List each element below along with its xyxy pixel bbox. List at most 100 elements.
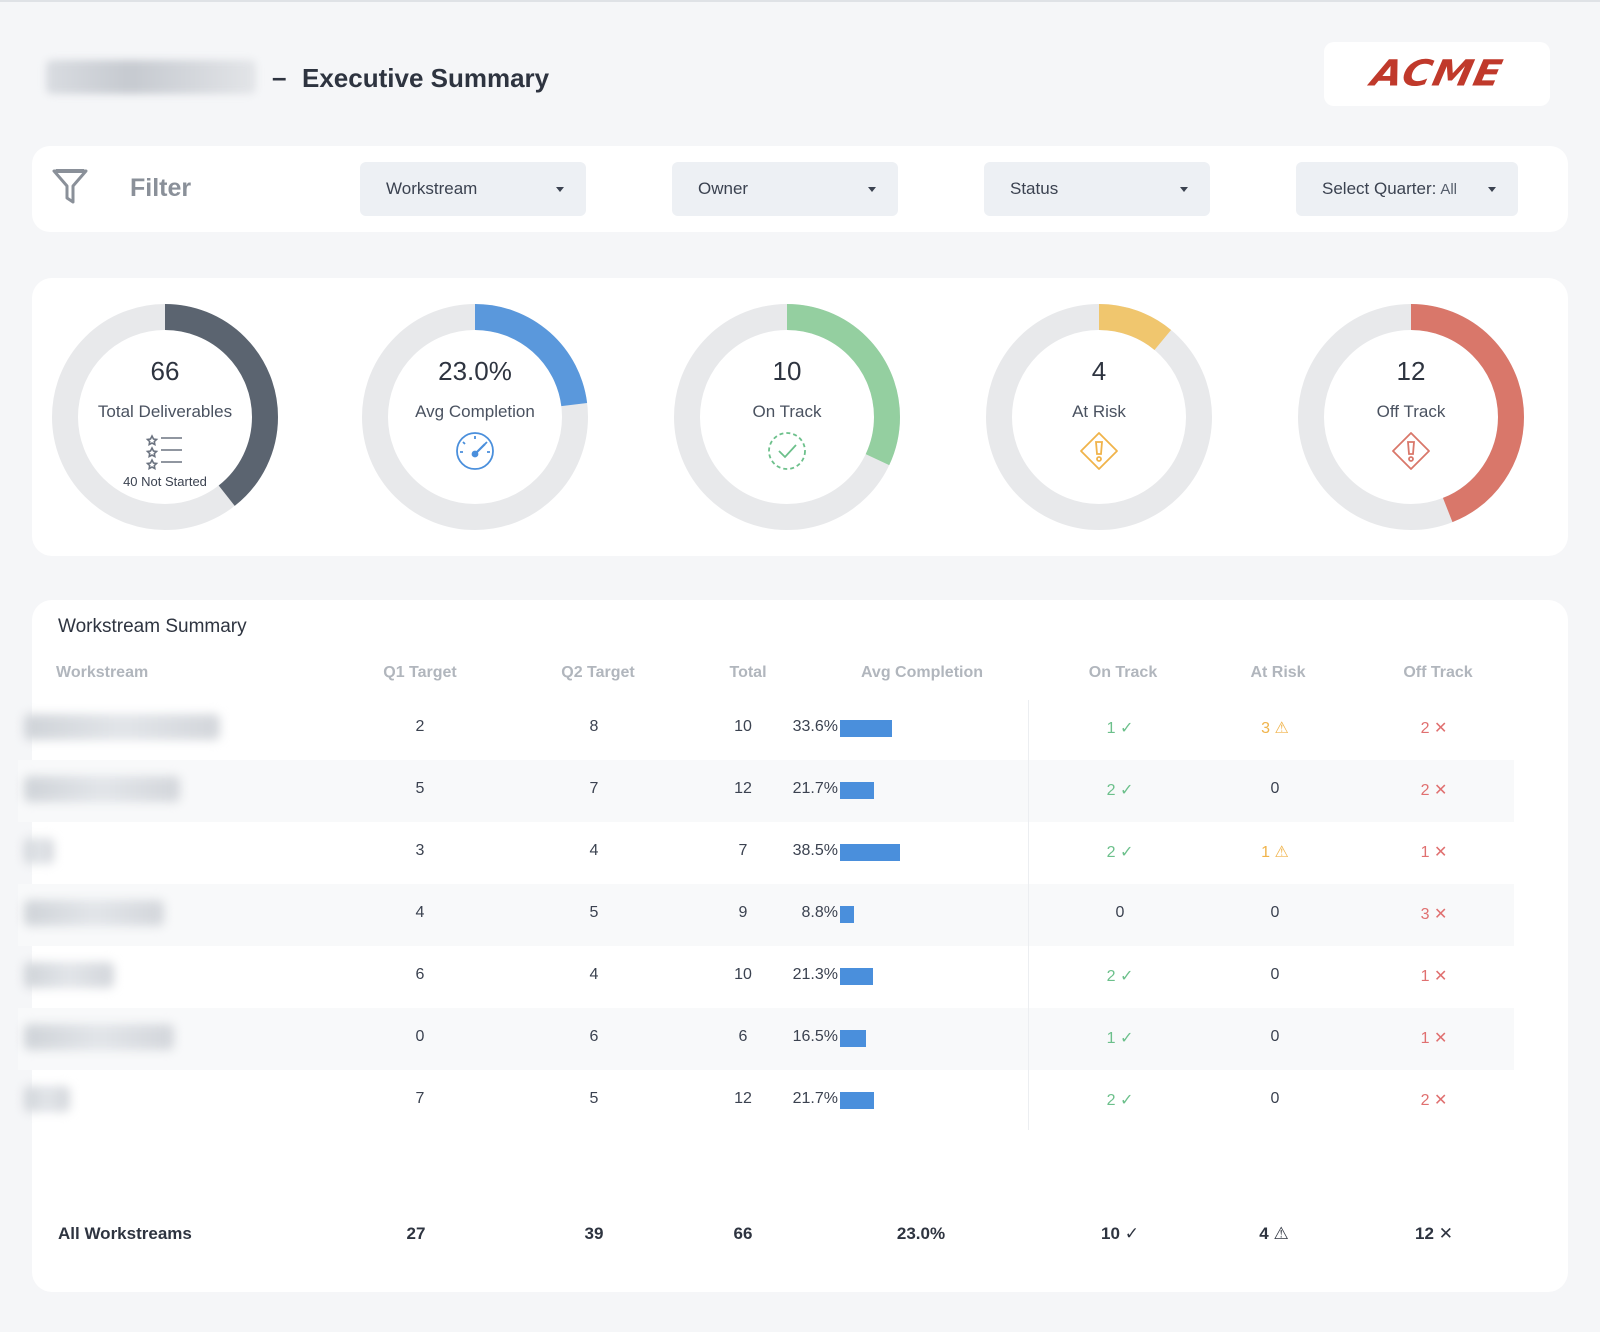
table-row[interactable]: 3 4 7 38.5% 2 ✓ 1 ⚠ 1 ✕ [18, 822, 1514, 884]
table-row[interactable]: 0 6 6 16.5% 1 ✓ 0 1 ✕ [18, 1008, 1514, 1070]
redacted-project-name [46, 60, 256, 94]
quarter-dropdown-label: Select Quarter: All [1322, 179, 1457, 198]
redacted-workstream-name [24, 1086, 70, 1112]
q2-target-cell: 4 [589, 966, 599, 983]
header-q2-target: Q2 Target [561, 664, 635, 681]
total-cell: 7 [738, 842, 748, 859]
totals-avg-completion: 23.0% [896, 1224, 946, 1243]
chevron-down-icon [556, 186, 564, 192]
kpi-value: 10 [772, 356, 802, 386]
donut-ring [1298, 304, 1524, 530]
workstream-summary-panel: Workstream Summary Workstream Q1 Target … [32, 600, 1568, 1292]
title-separator: – [272, 62, 287, 92]
at-risk-cell: 0 [1270, 904, 1280, 921]
q2-target-cell: 4 [589, 842, 599, 859]
kpi-label: At Risk [1072, 402, 1126, 421]
check-icon: ✓ [1119, 720, 1134, 737]
q1-target-cell: 0 [415, 1028, 425, 1045]
at-risk-cell: 0 [1270, 1028, 1280, 1045]
redacted-workstream-name [24, 900, 164, 926]
check-icon: ✓ [1119, 844, 1134, 861]
q1-target-cell: 5 [415, 780, 425, 797]
avg-completion-value: 21.7% [792, 780, 838, 797]
cross-icon: ✕ [1438, 1224, 1453, 1243]
totals-q2: 39 [584, 1224, 604, 1243]
avg-completion-value: 38.5% [792, 842, 838, 859]
workstream-dropdown-label: Workstream [386, 179, 478, 198]
off-track-cell: 1 ✕ [1420, 1030, 1448, 1047]
workstream-dropdown[interactable]: Workstream [360, 162, 586, 216]
warning-icon: ⚠ [1273, 1224, 1289, 1243]
avg-completion-value: 21.7% [792, 1090, 838, 1107]
redacted-workstream-name [24, 776, 180, 802]
check-icon: ✓ [1119, 1030, 1134, 1047]
cross-icon: ✕ [1433, 844, 1448, 861]
company-logo: ACME [1324, 42, 1550, 106]
q2-target-cell: 5 [589, 904, 599, 921]
redacted-workstream-name [24, 714, 220, 740]
kpi-value: 23.0% [438, 356, 512, 386]
at-risk-cell: 1 ⚠ [1261, 844, 1289, 861]
kpi-total-deliverables: 66 Total Deliverables 40 Not Started [50, 302, 280, 532]
q1-target-cell: 3 [415, 842, 425, 859]
avg-completion-bar [840, 844, 900, 861]
header-off-track: Off Track [1403, 664, 1473, 681]
check-icon: ✓ [1119, 968, 1134, 985]
kpi-on-track: 10 On Track [672, 302, 902, 532]
at-risk-cell: 0 [1270, 966, 1280, 983]
kpi-label: Off Track [1376, 402, 1446, 421]
column-divider [1028, 700, 1029, 1130]
filter-label: Filter [130, 174, 192, 202]
on-track-cell: 1 ✓ [1106, 720, 1134, 737]
table-row[interactable]: 7 5 12 21.7% 2 ✓ 0 2 ✕ [18, 1070, 1514, 1132]
total-cell: 10 [734, 718, 752, 735]
q1-target-cell: 4 [415, 904, 425, 921]
cross-icon: ✕ [1433, 906, 1448, 923]
avg-completion-bar [840, 720, 892, 737]
off-track-cell: 1 ✕ [1420, 844, 1448, 861]
avg-completion-bar [840, 1030, 866, 1047]
totals-on-track: 10 ✓ [1101, 1224, 1139, 1243]
total-cell: 12 [734, 1090, 752, 1107]
off-track-cell: 2 ✕ [1420, 782, 1448, 799]
on-track-cell: 1 ✓ [1106, 1030, 1134, 1047]
totals-total: 66 [733, 1224, 753, 1243]
total-cell: 10 [734, 966, 752, 983]
status-dropdown-label: Status [1010, 179, 1059, 198]
table-row[interactable]: 6 4 10 21.3% 2 ✓ 0 1 ✕ [18, 946, 1514, 1008]
total-cell: 6 [738, 1028, 748, 1045]
cross-icon: ✕ [1433, 1092, 1448, 1109]
kpi-at-risk: 4 At Risk [984, 302, 1214, 532]
q1-target-cell: 2 [415, 718, 425, 735]
kpi-value: 12 [1396, 356, 1426, 386]
donut-ring [362, 304, 588, 530]
quarter-dropdown[interactable]: Select Quarter: All [1296, 162, 1518, 216]
status-dropdown[interactable]: Status [984, 162, 1210, 216]
donut-ring [674, 304, 900, 530]
avg-completion-bar [840, 1092, 874, 1109]
warning-icon: ⚠ [1274, 844, 1289, 861]
cross-icon: ✕ [1433, 1030, 1448, 1047]
table-title: Workstream Summary [58, 616, 247, 637]
avg-completion-value: 8.8% [801, 904, 838, 921]
chevron-down-icon [1180, 186, 1188, 192]
table-row[interactable]: 4 5 9 8.8% 0 0 3 ✕ [18, 884, 1514, 946]
logo-text: ACME [1367, 53, 1507, 95]
table-row[interactable]: 5 7 12 21.7% 2 ✓ 0 2 ✕ [18, 760, 1514, 822]
at-risk-cell: 0 [1270, 1090, 1280, 1107]
q2-target-cell: 8 [589, 718, 599, 735]
redacted-workstream-name [24, 1024, 174, 1050]
owner-dropdown[interactable]: Owner [672, 162, 898, 216]
off-track-cell: 1 ✕ [1420, 968, 1448, 985]
warning-icon: ⚠ [1274, 720, 1289, 737]
speedometer-icon [456, 432, 494, 470]
q1-target-cell: 7 [415, 1090, 425, 1107]
table-row[interactable]: 2 8 10 33.6% 1 ✓ 3 ⚠ 2 ✕ [18, 698, 1514, 760]
chevron-down-icon [868, 186, 876, 192]
total-cell: 9 [738, 904, 748, 921]
kpi-value: 66 [150, 356, 180, 386]
kpi-label: Avg Completion [415, 402, 535, 421]
cross-icon: ✕ [1433, 782, 1448, 799]
off-track-cell: 2 ✕ [1420, 1092, 1448, 1109]
check-icon: ✓ [1119, 1092, 1134, 1109]
